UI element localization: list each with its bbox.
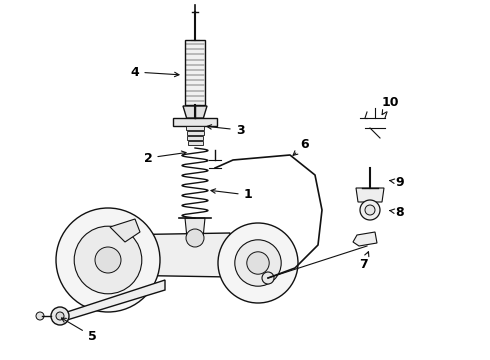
Polygon shape (185, 218, 205, 238)
Text: 2: 2 (144, 151, 186, 165)
Circle shape (56, 312, 64, 320)
Text: 5: 5 (61, 318, 97, 342)
Polygon shape (356, 188, 384, 202)
Polygon shape (185, 40, 205, 105)
Circle shape (56, 208, 160, 312)
Circle shape (74, 226, 142, 294)
Polygon shape (110, 219, 140, 242)
Text: 8: 8 (390, 206, 404, 219)
Circle shape (186, 229, 204, 247)
Text: 3: 3 (207, 123, 245, 136)
Polygon shape (67, 280, 165, 320)
Circle shape (218, 223, 298, 303)
Circle shape (51, 307, 69, 325)
Polygon shape (353, 232, 377, 246)
Circle shape (365, 205, 375, 215)
Polygon shape (183, 106, 207, 118)
Circle shape (95, 247, 121, 273)
Polygon shape (187, 136, 203, 140)
Polygon shape (110, 233, 230, 277)
Circle shape (247, 252, 269, 274)
Text: 1: 1 (211, 189, 252, 202)
Polygon shape (173, 118, 217, 126)
Circle shape (262, 272, 274, 284)
Text: 4: 4 (131, 66, 179, 78)
Polygon shape (187, 131, 203, 135)
Circle shape (235, 240, 281, 286)
Text: 10: 10 (381, 95, 399, 114)
Text: 9: 9 (390, 175, 404, 189)
Text: 7: 7 (359, 252, 369, 271)
Circle shape (36, 312, 44, 320)
Circle shape (360, 200, 380, 220)
Polygon shape (186, 126, 204, 130)
Text: 6: 6 (293, 139, 309, 156)
Polygon shape (188, 141, 202, 145)
